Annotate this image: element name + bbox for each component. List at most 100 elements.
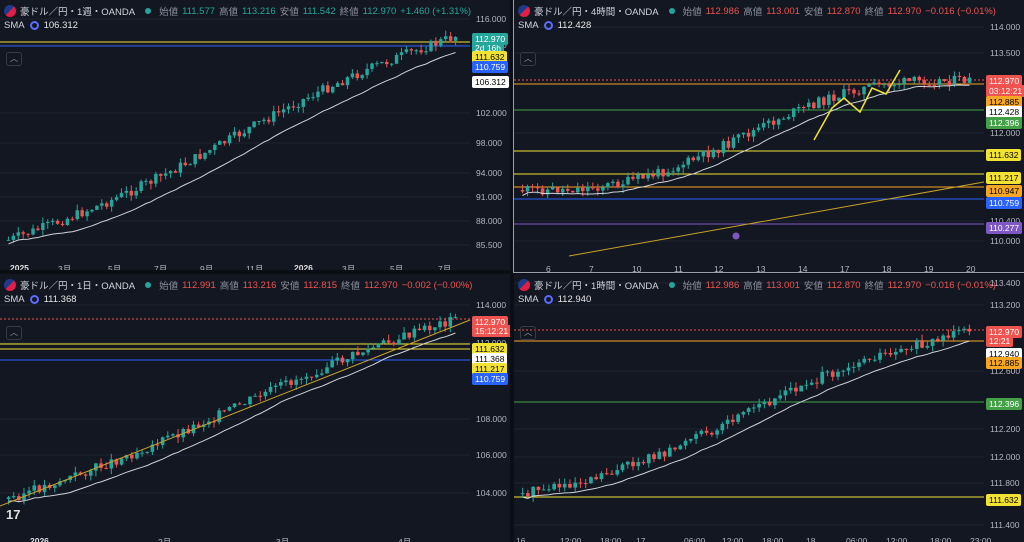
- candle-body: [242, 133, 247, 137]
- price-tag[interactable]: 110.759: [986, 197, 1023, 209]
- candle-body: [26, 233, 30, 235]
- candle-body: [335, 357, 340, 361]
- candle-body: [552, 483, 557, 490]
- event-marker-icon[interactable]: [732, 232, 740, 240]
- candle-body: [731, 419, 735, 422]
- candle-body: [847, 89, 851, 91]
- chart-pane-4h[interactable]: 豪ドル／円・4時間・OANDA 始値 112.986 高値 113.001 安値 11…: [513, 0, 1024, 273]
- candle-body: [139, 181, 143, 192]
- 4h-price-chart[interactable]: [514, 0, 1024, 272]
- sma-label: SMA: [4, 20, 25, 31]
- candle-body: [306, 97, 310, 99]
- change-value: −0.002 (−0.00%): [401, 279, 473, 291]
- symbol-title[interactable]: 豪ドル／円・4時間・OANDA: [534, 7, 659, 18]
- candle-body: [937, 79, 942, 86]
- price-tag[interactable]: 111.217: [472, 363, 508, 375]
- trendline[interactable]: [0, 319, 471, 507]
- price-tag[interactable]: 112.885: [986, 357, 1023, 369]
- candle-body: [70, 218, 75, 220]
- price-tag[interactable]: 106.312: [472, 76, 509, 88]
- trendline[interactable]: [568, 181, 985, 257]
- settings-icon[interactable]: [543, 21, 553, 30]
- candle-body: [385, 61, 389, 65]
- x-axis-label: 3月: [276, 537, 290, 542]
- candle-body: [794, 387, 798, 392]
- candle-body: [872, 82, 876, 85]
- open-value: 112.991: [182, 279, 216, 291]
- change-value: +1.460 (+1.31%): [400, 5, 472, 17]
- symbol-title[interactable]: 豪ドル／円・1日・OANDA: [20, 281, 136, 292]
- candle-body: [671, 171, 675, 173]
- price-tag[interactable]: 12:21: [986, 335, 1014, 347]
- price-tag[interactable]: 112.396: [986, 117, 1023, 129]
- price-tag[interactable]: 03:12:21: [986, 85, 1024, 97]
- candle-body: [573, 482, 578, 488]
- price-tag[interactable]: 112.970: [986, 75, 1023, 87]
- x-axis-label: 10: [632, 264, 642, 272]
- price-tag[interactable]: 111.368: [472, 353, 508, 365]
- settings-icon[interactable]: [543, 295, 553, 304]
- chart-pane-daily[interactable]: 豪ドル／円・1日・OANDA 始値 112.991 高値 113.216 安値 112…: [0, 274, 510, 542]
- tradingview-logo[interactable]: 17: [6, 507, 21, 522]
- candle-body: [80, 210, 84, 217]
- price-tag[interactable]: 112.885: [986, 96, 1023, 108]
- price-tag[interactable]: 112.428: [986, 106, 1023, 118]
- chart-pane-weekly[interactable]: 豪ドル／円・1週・OANDA 始値 111.577 高値 113.216 安値 111…: [0, 0, 510, 270]
- price-tag[interactable]: 111.632: [472, 51, 508, 63]
- y-axis-label: 113.500: [990, 48, 1021, 58]
- candle-body: [646, 174, 650, 179]
- price-tag[interactable]: 111.632: [986, 149, 1022, 161]
- candle-body: [188, 164, 192, 166]
- weekly-price-chart[interactable]: [0, 0, 510, 270]
- x-axis-label: 19: [924, 264, 934, 272]
- price-tag[interactable]: 112.396: [986, 398, 1023, 410]
- price-tag[interactable]: 111.632: [986, 494, 1022, 506]
- sma-indicator[interactable]: SMA 112.940: [518, 294, 591, 305]
- settings-icon[interactable]: [29, 21, 39, 30]
- close-label: 終値: [864, 281, 884, 292]
- price-tag[interactable]: 111.217: [986, 172, 1022, 184]
- symbol-header: 豪ドル／円・4時間・OANDA 始値 112.986 高値 113.001 安値 11…: [518, 4, 996, 18]
- candle-body: [237, 403, 242, 405]
- candle-body: [601, 187, 605, 191]
- candle-body: [781, 118, 786, 120]
- price-tag[interactable]: 111.632: [472, 343, 508, 355]
- sma-indicator[interactable]: SMA 112.428: [518, 20, 591, 31]
- candle-body: [268, 386, 273, 392]
- collapse-chevron-icon[interactable]: ︿: [6, 52, 22, 66]
- price-tag[interactable]: 110.277: [986, 222, 1023, 234]
- candle-body: [326, 85, 330, 93]
- candle-body: [626, 176, 630, 185]
- candle-body: [701, 150, 706, 157]
- x-axis-label: 18: [806, 536, 816, 542]
- candle-body: [788, 387, 793, 391]
- candle-body: [606, 183, 610, 188]
- candle-body: [119, 192, 124, 198]
- price-tag[interactable]: 15:12:21: [472, 325, 510, 337]
- price-tag[interactable]: 110.759: [472, 373, 509, 385]
- candle-body: [536, 486, 541, 490]
- candle-body: [751, 130, 756, 137]
- symbol-title[interactable]: 豪ドル／円・1週・OANDA: [20, 7, 136, 18]
- sma-indicator[interactable]: SMA 111.368: [4, 294, 77, 305]
- collapse-chevron-icon[interactable]: ︿: [520, 52, 536, 66]
- candle-body: [530, 186, 535, 188]
- candle-body: [286, 106, 291, 110]
- settings-icon[interactable]: [29, 295, 39, 304]
- symbol-title[interactable]: 豪ドル／円・1時間・OANDA: [534, 281, 659, 292]
- 1h-price-chart[interactable]: [514, 274, 1024, 542]
- sma-indicator[interactable]: SMA 106.312: [4, 20, 78, 31]
- candle-body: [58, 481, 62, 486]
- collapse-chevron-icon[interactable]: ︿: [6, 326, 22, 340]
- candle-body: [778, 395, 783, 399]
- price-tag[interactable]: 110.947: [986, 185, 1023, 197]
- chart-pane-1h[interactable]: 豪ドル／円・1時間・OANDA 始値 112.986 高値 113.001 安値 11…: [514, 274, 1024, 542]
- daily-price-chart[interactable]: [0, 274, 510, 542]
- price-tag[interactable]: 110.759: [472, 61, 509, 73]
- drawn-zigzag[interactable]: [813, 69, 901, 141]
- y-axis-label: 85.500: [476, 240, 502, 250]
- candle-body: [809, 382, 814, 385]
- collapse-chevron-icon[interactable]: ︿: [520, 326, 536, 340]
- candle-body: [578, 482, 583, 484]
- candle-body: [932, 85, 937, 87]
